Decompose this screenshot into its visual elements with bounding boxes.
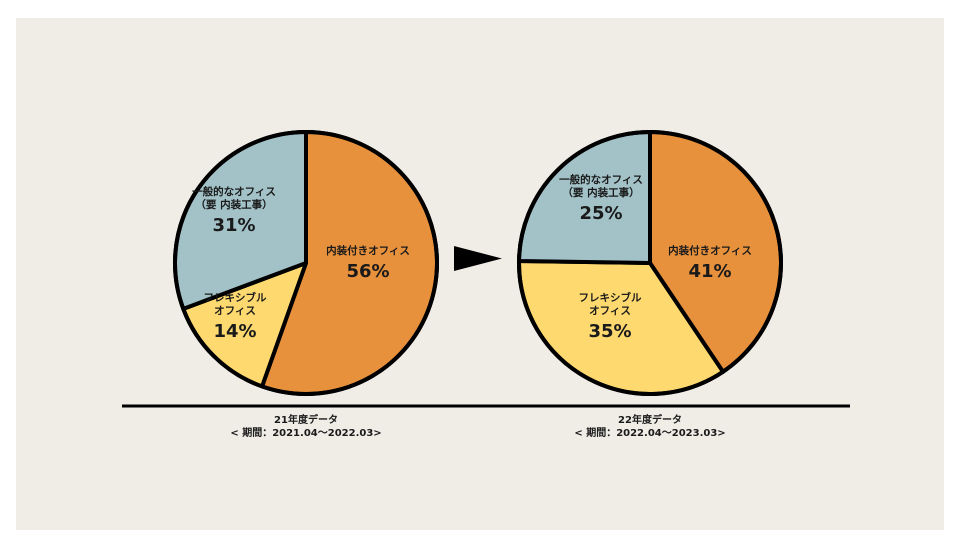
slice-value-label: 41% bbox=[688, 261, 731, 282]
slice-label: （要 内装工事） bbox=[562, 186, 639, 199]
triangle-right-icon bbox=[454, 246, 502, 271]
chart-caption: 21年度データ bbox=[274, 413, 338, 426]
chart-caption: < 期間：2022.04〜2023.03> bbox=[574, 426, 725, 439]
slide: 内装付きオフィス 56% フレキシブル オフィス 14% 一般的なオフィス （要 内装工事）… bbox=[16, 18, 944, 530]
slice-label: フレキシブル bbox=[204, 291, 267, 304]
slice-value-label: 31% bbox=[212, 215, 255, 236]
slice-value-label: 56% bbox=[346, 261, 389, 282]
slice-value-label: 35% bbox=[588, 321, 631, 342]
slice-label: 一般的なオフィス bbox=[559, 173, 643, 186]
slice-value-label: 25% bbox=[579, 203, 622, 224]
pie-outline bbox=[173, 130, 439, 396]
chart-caption: < 期間：2021.04〜2022.03> bbox=[230, 426, 381, 439]
slice-label: 内装付きオフィス bbox=[668, 244, 752, 257]
slice-label: オフィス bbox=[589, 305, 631, 317]
captions: 21年度データ< 期間：2021.04〜2022.03> 22年度データ< 期間：… bbox=[230, 413, 725, 439]
slice-label: （要 内装工事） bbox=[195, 198, 272, 211]
slice-label: 内装付きオフィス bbox=[326, 244, 410, 257]
slice-label: 一般的なオフィス bbox=[192, 185, 276, 198]
pie-outline bbox=[517, 130, 783, 396]
chart-caption: 22年度データ bbox=[618, 413, 682, 426]
slice-label: オフィス bbox=[214, 305, 256, 317]
slice-label: フレキシブル bbox=[579, 291, 642, 304]
slice-value-label: 14% bbox=[213, 321, 256, 342]
